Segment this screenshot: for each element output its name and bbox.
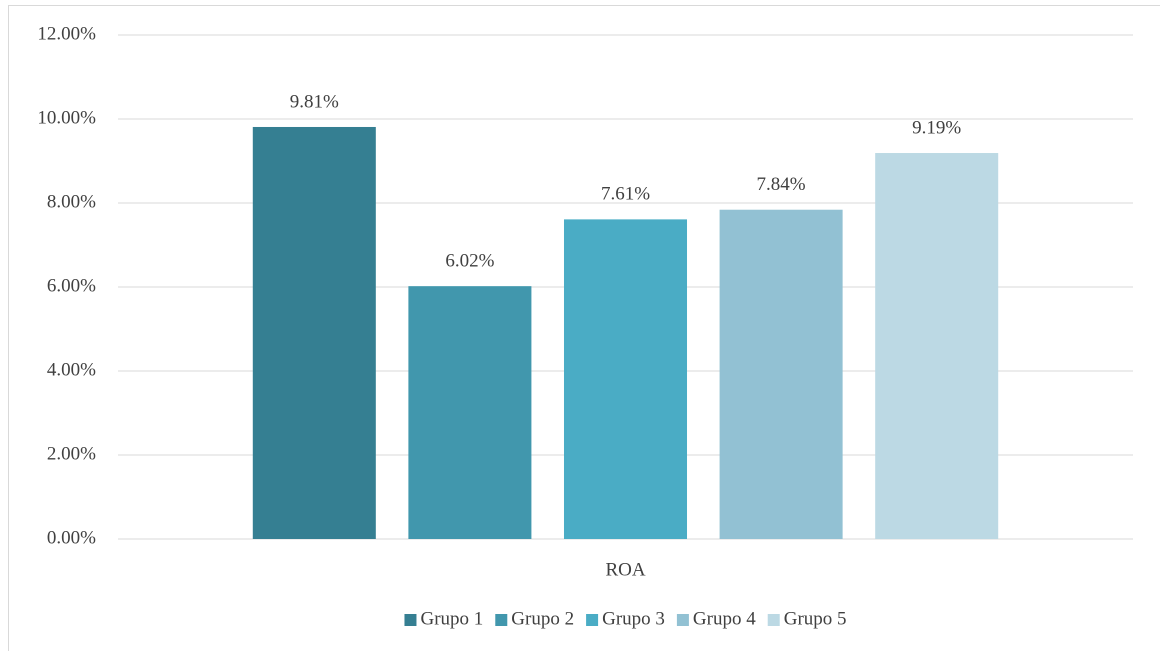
y-tick-label: 6.00%: [47, 275, 96, 296]
y-tick-label: 12.00%: [37, 23, 96, 44]
bar: [252, 126, 376, 539]
legend-label: Grupo 3: [602, 608, 665, 629]
legend-label: Grupo 1: [420, 608, 483, 629]
data-label: 9.81%: [290, 91, 339, 112]
data-label: 6.02%: [445, 251, 494, 272]
y-tick-label: 4.00%: [47, 359, 96, 380]
legend-swatch: [586, 614, 599, 626]
y-tick-label: 0.00%: [47, 527, 96, 548]
y-tick-label: 2.00%: [47, 443, 96, 464]
legend-swatch: [495, 614, 508, 626]
legend-swatch: [767, 614, 780, 626]
bar: [563, 219, 688, 539]
legend-label: Grupo 2: [511, 608, 574, 629]
data-label: 9.19%: [912, 117, 961, 138]
legend-label: Grupo 4: [693, 608, 756, 629]
y-tick-label: 10.00%: [37, 107, 96, 128]
bar: [408, 286, 532, 539]
y-tick-label: 8.00%: [47, 191, 96, 212]
legend-label: Grupo 5: [784, 608, 847, 629]
data-label: 7.84%: [757, 174, 806, 195]
legend-swatch: [404, 614, 417, 626]
legend-swatch: [676, 614, 689, 626]
bar: [875, 153, 999, 539]
bar: [719, 209, 843, 539]
x-tick-label: ROA: [605, 559, 645, 580]
data-label: 7.61%: [601, 184, 650, 205]
